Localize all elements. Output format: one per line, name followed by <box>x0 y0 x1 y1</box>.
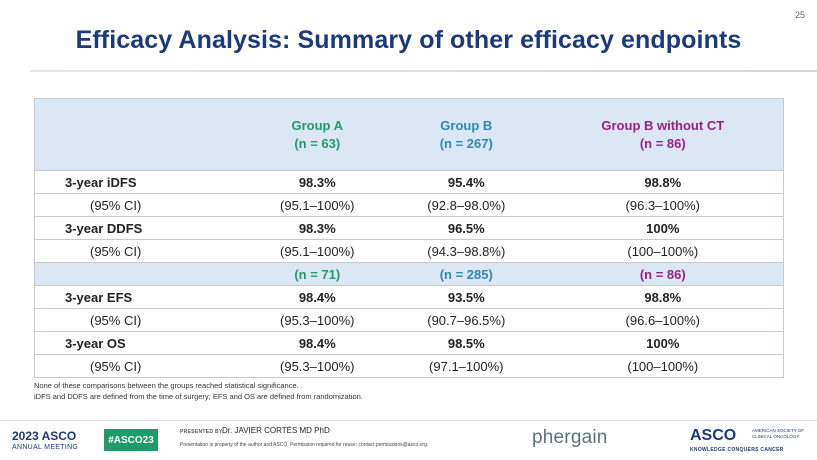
cell-value: (96.6–100%) <box>542 308 784 332</box>
row-label: (95% CI) <box>34 193 245 217</box>
table-row: 3-year OS 98.4% 98.5% 100% <box>34 331 784 355</box>
phergain-logo: phergain <box>532 427 608 448</box>
header-empty-cell <box>34 98 245 171</box>
cell-value: 98.3% <box>244 216 390 240</box>
table-row: (95% CI) (95.1–100%) (94.3–98.8%) (100–1… <box>34 239 784 263</box>
efficacy-table: Group A (n = 63) Group B (n = 267) Group… <box>34 98 784 378</box>
cell-value: 100% <box>542 216 784 240</box>
header-group-b: Group B (n = 267) <box>390 98 543 171</box>
property-notice: Presentation is property of the author a… <box>180 442 429 448</box>
presented-by-label: PRESENTED BY: <box>180 429 225 435</box>
cell-value: (100–100%) <box>542 354 784 378</box>
asco-annual-meeting-logo: 2023 ASCO <box>12 429 76 443</box>
cell-value: 98.8% <box>542 285 784 309</box>
table-row: 3-year EFS 98.4% 93.5% 98.8% <box>34 285 784 309</box>
presenter-name: Dr. JAVIER CORTÉS MD PhD <box>222 426 330 435</box>
cell-value: 98.4% <box>244 331 390 355</box>
group-b-name: Group B <box>440 117 493 133</box>
table-row: (95% CI) (95.1–100%) (92.8–98.0%) (96.3–… <box>34 193 784 217</box>
cell-value: 93.5% <box>390 285 543 309</box>
table-row: 3-year DDFS 98.3% 96.5% 100% <box>34 216 784 240</box>
cell-value: 98.3% <box>244 170 390 194</box>
cell-value: (95.3–100%) <box>244 354 390 378</box>
group-b-n: (n = 267) <box>439 135 493 151</box>
cell-value: 98.4% <box>244 285 390 309</box>
cell-value: (n = 71) <box>244 262 390 286</box>
asco-logo: ASCO <box>690 427 737 444</box>
cell-value: (92.8–98.0%) <box>390 193 543 217</box>
cell-value: (n = 285) <box>390 262 543 286</box>
cell-value: 95.4% <box>390 170 543 194</box>
cell-value: (95.1–100%) <box>244 193 390 217</box>
slide-title: Efficacy Analysis: Summary of other effi… <box>75 26 742 54</box>
asco-tagline: KNOWLEDGE CONQUERS CANCER <box>690 447 784 453</box>
row-label: (95% CI) <box>34 308 245 332</box>
table-row: (95% CI) (95.3–100%) (90.7–96.5%) (96.6–… <box>34 308 784 332</box>
row-label: 3-year OS <box>34 331 245 355</box>
group-a-n: (n = 63) <box>294 135 341 151</box>
cell-value: 96.5% <box>390 216 543 240</box>
cell-value: 100% <box>542 331 784 355</box>
asco-society-name: AMERICAN SOCIETY OF CLINICAL ONCOLOGY <box>752 428 805 439</box>
cell-value: (94.3–98.8%) <box>390 239 543 263</box>
n-subheader-row: (n = 71) (n = 285) (n = 86) <box>34 262 784 286</box>
cell-value: (95.3–100%) <box>244 308 390 332</box>
header-group-b-without-ct: Group B without CT (n = 86) <box>542 98 784 171</box>
slide-number: 25 <box>794 10 805 20</box>
title-divider <box>30 70 817 72</box>
annual-meeting-label: ANNUAL MEETING <box>12 444 79 451</box>
meeting-year: 2023 <box>12 429 39 443</box>
cell-value: (100–100%) <box>542 239 784 263</box>
row-label: (95% CI) <box>34 354 245 378</box>
cell-value: (95.1–100%) <box>244 239 390 263</box>
footnote-significance: None of these comparisons between the gr… <box>34 381 299 390</box>
group-c-name: Group B without CT <box>601 117 725 133</box>
cell-value: 98.5% <box>390 331 543 355</box>
hashtag-badge: #ASCO23 <box>104 429 158 451</box>
cell-value: (90.7–96.5%) <box>390 308 543 332</box>
cell-value: (96.3–100%) <box>542 193 784 217</box>
group-a-name: Group A <box>291 117 343 133</box>
cell-value: (n = 86) <box>542 262 784 286</box>
slide-footer: 2023 ASCO ANNUAL MEETING #ASCO23 PRESENT… <box>0 420 817 460</box>
row-label: 3-year DDFS <box>34 216 245 240</box>
table-row: 3-year iDFS 98.3% 95.4% 98.8% <box>34 170 784 194</box>
asco-brand-text: ASCO <box>41 429 77 443</box>
row-label: 3-year iDFS <box>34 170 245 194</box>
group-c-n: (n = 86) <box>639 135 686 151</box>
cell-value: (97.1–100%) <box>390 354 543 378</box>
footnote-definitions: iDFS and DDFS are defined from the time … <box>34 392 363 401</box>
table-row: (95% CI) (95.3–100%) (97.1–100%) (100–10… <box>34 354 784 378</box>
cell-value: 98.8% <box>542 170 784 194</box>
table-header-row: Group A (n = 63) Group B (n = 267) Group… <box>34 98 784 171</box>
header-group-a: Group A (n = 63) <box>244 98 390 171</box>
row-label: (95% CI) <box>34 239 245 263</box>
row-label: 3-year EFS <box>34 285 245 309</box>
row-label <box>34 262 245 286</box>
